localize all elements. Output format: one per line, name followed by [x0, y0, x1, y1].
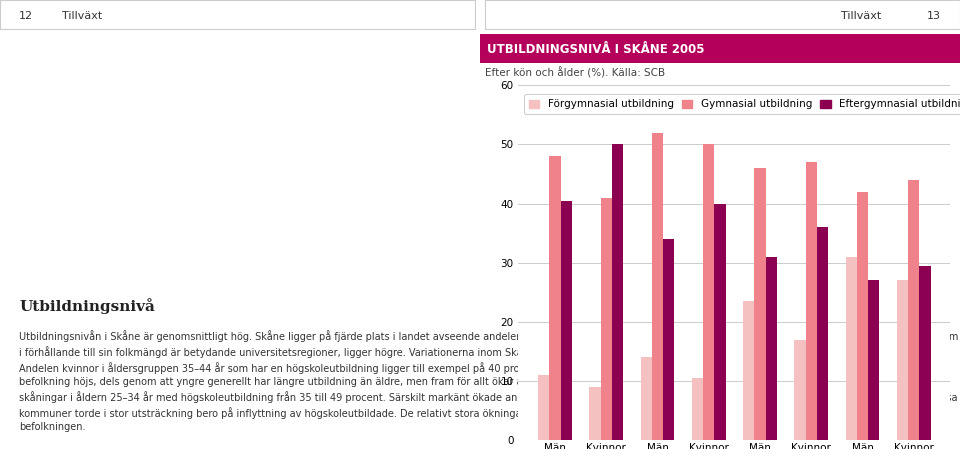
Text: Tillväxt: Tillväxt: [841, 11, 881, 21]
Bar: [601, 198, 612, 440]
Bar: [652, 132, 663, 440]
Bar: [743, 301, 755, 440]
Text: 12: 12: [19, 11, 34, 21]
Bar: [920, 266, 931, 440]
Bar: [755, 168, 766, 440]
Bar: [857, 192, 868, 440]
Bar: [663, 239, 675, 440]
Legend: Förgymnasial utbildning, Gymnasial utbildning, Eftergymnasial utbildning: Förgymnasial utbildning, Gymnasial utbil…: [523, 94, 960, 114]
Bar: [908, 180, 920, 440]
Bar: [589, 387, 601, 440]
Bar: [817, 227, 828, 440]
Bar: [549, 156, 561, 440]
Bar: [805, 162, 817, 440]
Bar: [846, 257, 857, 440]
Bar: [897, 280, 908, 440]
Bar: [794, 339, 805, 440]
Text: Utbildningsnivån i Skåne är genomsnittligt hög. Skåne ligger på fjärde plats i l: Utbildningsnivån i Skåne är genomsnittli…: [19, 330, 959, 432]
Bar: [714, 203, 726, 440]
Bar: [640, 357, 652, 440]
Text: Tillväxt: Tillväxt: [61, 11, 102, 21]
Bar: [538, 375, 549, 440]
Text: UTBILDNINGSNIVÅ I SKÅNE 2005: UTBILDNINGSNIVÅ I SKÅNE 2005: [487, 43, 705, 56]
Text: Efter kön och ålder (%). Källa: SCB: Efter kön och ålder (%). Källa: SCB: [485, 67, 665, 79]
Bar: [868, 280, 879, 440]
Text: 13: 13: [926, 11, 941, 21]
Text: Utbildningsnivå: Utbildningsnivå: [19, 298, 156, 314]
Bar: [692, 378, 703, 440]
Bar: [766, 257, 777, 440]
Bar: [612, 145, 623, 440]
Bar: [561, 201, 572, 440]
Bar: [703, 145, 714, 440]
